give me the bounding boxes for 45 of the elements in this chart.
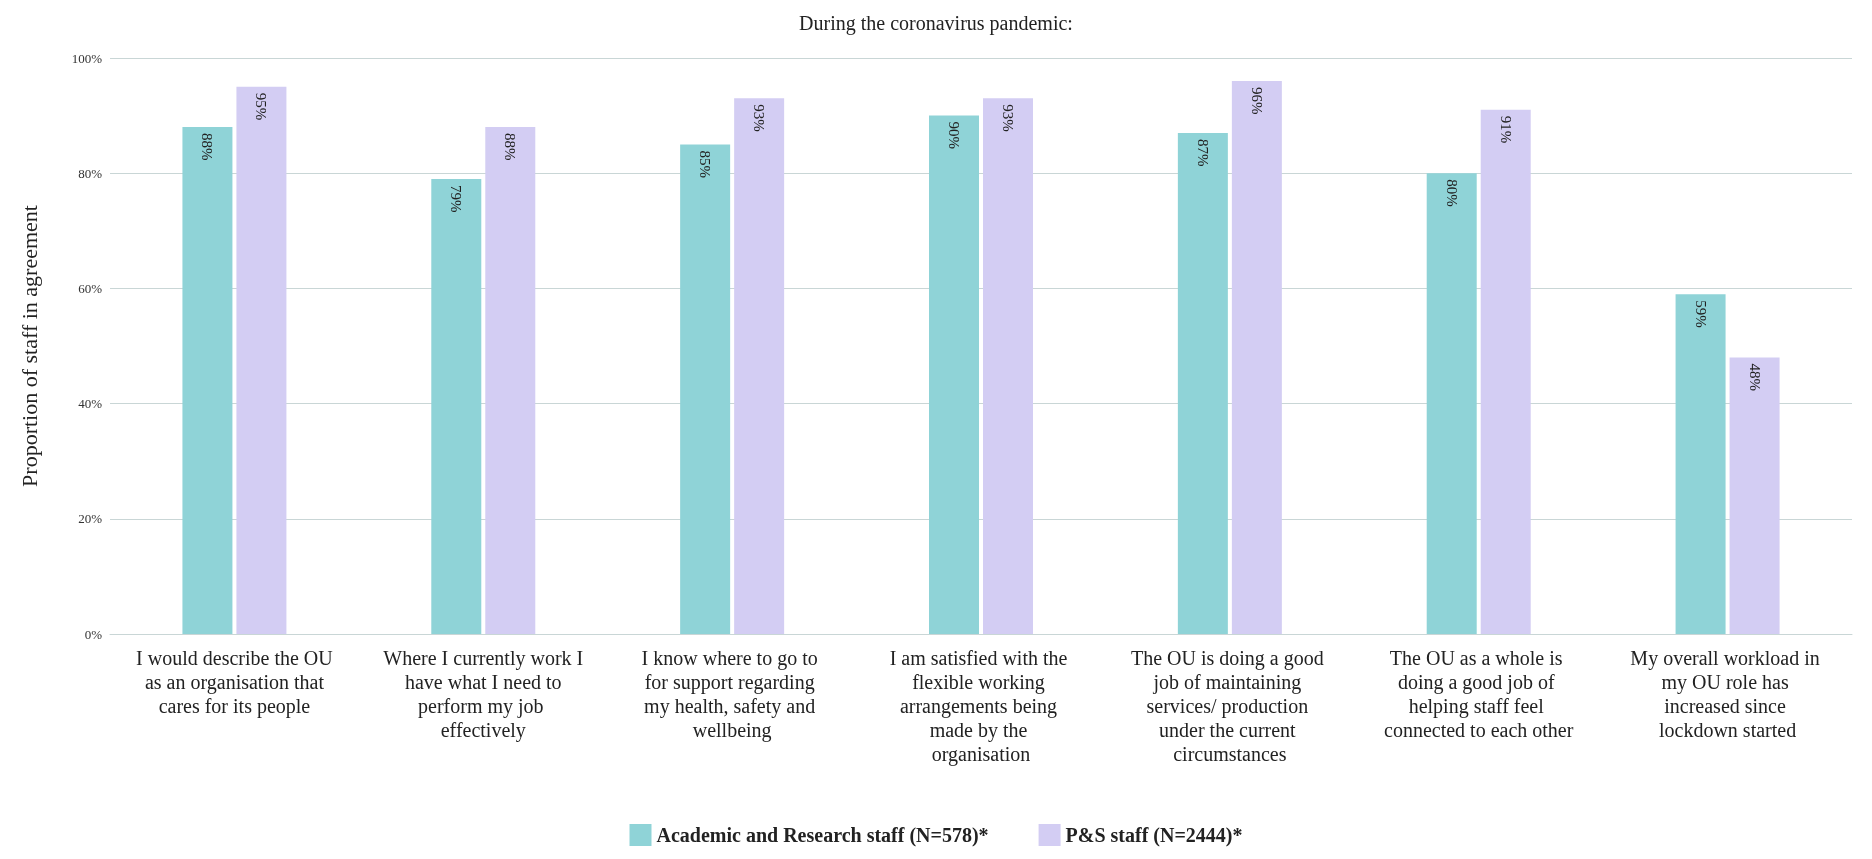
- data-label: 87%: [1194, 138, 1211, 167]
- bar: [182, 127, 233, 634]
- bar: [485, 127, 536, 634]
- bar: [1675, 294, 1726, 634]
- data-label: 80%: [1443, 179, 1460, 207]
- bar: [1480, 109, 1531, 634]
- bar: [983, 98, 1033, 634]
- data-label: 93%: [1000, 104, 1016, 132]
- x-tick-label: The OU as a whole is doing a good job of helping staff feel connected to each other: [1384, 647, 1574, 741]
- data-label: 59%: [1692, 300, 1709, 328]
- x-tick-label: My overall workload in my OU role has increased since lockdown started: [1630, 647, 1825, 741]
- y-tick-label: 20%: [78, 511, 103, 527]
- data-label: 91%: [1497, 115, 1514, 144]
- bar: [1231, 81, 1282, 634]
- bar: [680, 144, 731, 634]
- y-tick-label: 0%: [84, 626, 103, 642]
- data-label: 96%: [1248, 87, 1265, 115]
- bar: [734, 98, 785, 634]
- legend-label: Academic and Research staff (N=578)*: [656, 824, 989, 847]
- y-tick-label: 60%: [78, 280, 103, 296]
- x-tick-label: I know where to go to for support regarding my health, safety and wellbeing: [641, 647, 823, 742]
- bar: [1729, 357, 1780, 634]
- data-label: 88%: [199, 133, 216, 161]
- data-label: 79%: [448, 184, 465, 213]
- bar: [431, 178, 482, 634]
- data-label: 95%: [253, 92, 270, 121]
- data-label: 88%: [502, 133, 519, 161]
- x-tick-label: I am satisfied with the flexible working arrangements being made by the organisation: [889, 647, 1073, 766]
- data-label: 85%: [697, 150, 714, 178]
- bar: [929, 115, 979, 634]
- x-tick-label: I would describe the OU as an organisation that cares for its people: [136, 647, 334, 718]
- bar: [1426, 173, 1477, 634]
- data-label: 93%: [751, 104, 768, 132]
- x-tick-label: Where I currently work I have what I need to perform my job effectively: [383, 647, 584, 742]
- legend-label: P&S staff (N=2444)*: [1065, 824, 1243, 847]
- y-tick-label: 80%: [78, 165, 103, 181]
- data-label: 90%: [946, 121, 962, 150]
- y-axis-title: Proportion of staff in agreement: [16, 205, 42, 487]
- data-label: 48%: [1746, 363, 1763, 392]
- chart-title: During the coronavirus pandemic:: [799, 12, 1073, 35]
- y-tick-label: 100%: [71, 50, 103, 66]
- bar: [1177, 132, 1228, 634]
- bar: [236, 86, 287, 634]
- y-tick-label: 40%: [78, 396, 103, 412]
- x-tick-label: The OU is doing a good job of maintaining services/ production under the current circumstances: [1130, 647, 1329, 765]
